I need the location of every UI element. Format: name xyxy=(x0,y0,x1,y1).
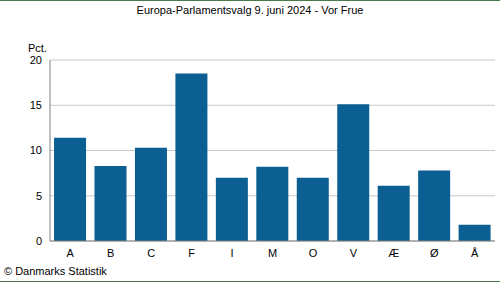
html-text:Pct.: Pct. xyxy=(28,42,47,54)
svg-text:C: C xyxy=(147,247,155,259)
html-text:© Danmarks Statistik: © Danmarks Statistik xyxy=(4,265,107,277)
svg-text:20: 20 xyxy=(30,54,42,66)
svg-text:Æ: Æ xyxy=(388,247,399,259)
svg-text:A: A xyxy=(67,247,75,259)
svg-text:B: B xyxy=(107,247,114,259)
svg-text:I: I xyxy=(231,247,234,259)
svg-text:Å: Å xyxy=(471,247,479,259)
svg-text:O: O xyxy=(309,247,318,259)
svg-text:0: 0 xyxy=(36,235,42,247)
svg-text:5: 5 xyxy=(36,190,42,202)
svg-text:10: 10 xyxy=(30,144,42,156)
svg-text:M: M xyxy=(268,247,277,259)
html-text:Europa-Parlamentsvalg 9. juni: Europa-Parlamentsvalg 9. juni 2024 - Vor… xyxy=(136,4,364,16)
svg-text:15: 15 xyxy=(30,99,42,111)
svg-text:V: V xyxy=(350,247,358,259)
svg-text:Ø: Ø xyxy=(430,247,439,259)
svg-text:F: F xyxy=(188,247,195,259)
